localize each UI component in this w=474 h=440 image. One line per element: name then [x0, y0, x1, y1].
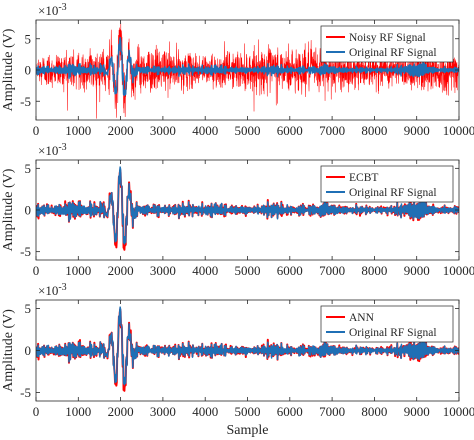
legend-entry: Noisy RF Signal — [349, 32, 426, 44]
legend-box — [320, 165, 454, 203]
legend-entry: ANN — [349, 312, 375, 324]
panel-bottom: 0 1000 2000 3000 4000 5000 6000 7000 8000 9000 100… — [1, 282, 474, 438]
x-tick-label: 1000 — [65, 404, 91, 419]
plot-area — [36, 306, 459, 392]
x-tick-label: 0 — [33, 404, 40, 419]
y-axis-label: Amplitude (V) — [1, 168, 16, 251]
x-tick-label: 5000 — [235, 263, 261, 278]
legend-entry: Original RF Signal — [349, 47, 437, 59]
legend-entry: Original RF Signal — [349, 187, 437, 199]
x-tick-label: 7000 — [319, 123, 345, 138]
x-tick-label: 3000 — [150, 404, 176, 419]
legend-box — [320, 305, 454, 343]
y-tick-label: 5 — [25, 31, 32, 46]
y-tick-label: -5 — [20, 385, 31, 400]
x-tick-label: 5000 — [235, 404, 261, 419]
plot-area — [36, 166, 459, 251]
x-tick-label: 10000 — [443, 263, 474, 278]
y-axis-label: Amplitude (V) — [1, 309, 16, 392]
y-tick-label: 5 — [25, 301, 32, 316]
y-exponent-label: ×10-3 — [38, 282, 67, 298]
x-tick-label: 10000 — [443, 404, 474, 419]
legend-box — [320, 25, 454, 63]
series-line-original — [36, 166, 459, 245]
x-tick-label: 10000 — [443, 123, 474, 138]
plot-area — [36, 22, 459, 119]
legend-entry: Original RF Signal — [349, 327, 437, 339]
x-tick-label: 6000 — [277, 263, 303, 278]
legend: ANN Original RF Signal — [320, 305, 454, 343]
x-tick-label: 0 — [33, 123, 40, 138]
x-tick-label: 3000 — [150, 263, 176, 278]
x-tick-label: 7000 — [319, 263, 345, 278]
y-tick-label: 0 — [25, 203, 32, 218]
series-line-original — [36, 306, 459, 386]
legend-entry: ECBT — [349, 172, 378, 184]
y-tick-label: 5 — [25, 161, 32, 176]
x-tick-label: 6000 — [277, 123, 303, 138]
x-tick-label: 9000 — [404, 123, 430, 138]
x-tick-label: 9000 — [404, 404, 430, 419]
series-line-original — [36, 37, 459, 97]
x-tick-label: 9000 — [404, 263, 430, 278]
x-tick-label: 4000 — [192, 404, 218, 419]
legend: ECBT Original RF Signal — [320, 165, 454, 203]
legend: Noisy RF Signal Original RF Signal — [320, 25, 454, 63]
x-tick-label: 2000 — [108, 404, 134, 419]
y-exponent-label: ×10-3 — [38, 142, 67, 158]
x-tick-label: 4000 — [192, 263, 218, 278]
x-tick-label: 1000 — [65, 123, 91, 138]
x-tick-label: 3000 — [150, 123, 176, 138]
x-tick-label: 2000 — [108, 263, 134, 278]
y-tick-label: -5 — [20, 94, 31, 109]
x-tick-label: 8000 — [361, 123, 387, 138]
y-tick-label: 0 — [25, 63, 32, 78]
y-axis-label: Amplitude (V) — [1, 28, 16, 111]
x-axis-label: Sample — [227, 423, 269, 438]
x-tick-label: 1000 — [65, 263, 91, 278]
x-tick-label: 6000 — [277, 404, 303, 419]
x-tick-label: 0 — [33, 263, 40, 278]
x-tick-label: 2000 — [108, 123, 134, 138]
y-tick-label: -5 — [20, 244, 31, 259]
x-tick-label: 7000 — [319, 404, 345, 419]
x-tick-label: 5000 — [235, 123, 261, 138]
x-tick-label: 8000 — [361, 404, 387, 419]
panel-middle: 0 1000 2000 3000 4000 5000 6000 7000 8000 9000 100… — [1, 142, 474, 278]
y-exponent-label: ×10-3 — [38, 2, 67, 18]
panel-top: 0 1000 2000 3000 4000 5000 6000 7000 8000 9000 100… — [1, 2, 474, 138]
y-tick-label: 0 — [25, 343, 32, 358]
x-tick-label: 4000 — [192, 123, 218, 138]
x-tick-label: 8000 — [361, 263, 387, 278]
